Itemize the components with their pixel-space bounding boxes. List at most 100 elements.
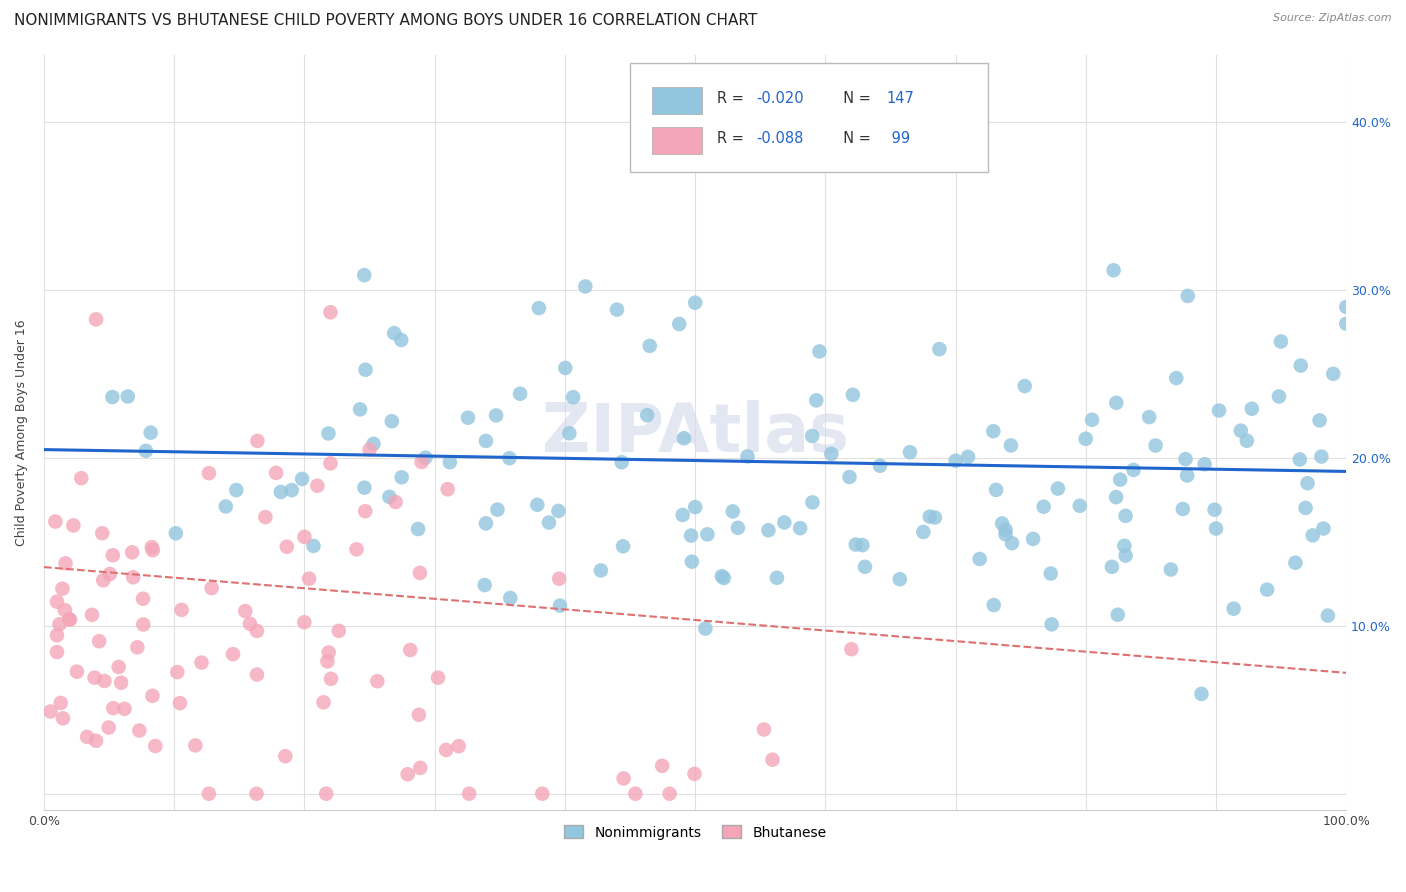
Point xyxy=(254,510,277,524)
Point xyxy=(98,567,121,582)
Point xyxy=(789,521,811,535)
Point xyxy=(1109,473,1132,487)
Point xyxy=(346,542,368,557)
Point xyxy=(319,305,342,319)
Point xyxy=(274,749,297,764)
Point xyxy=(49,696,72,710)
Point xyxy=(53,603,76,617)
Point xyxy=(170,603,193,617)
Point xyxy=(1166,371,1188,385)
Point xyxy=(981,424,1004,438)
Point xyxy=(924,510,946,524)
Point xyxy=(1295,500,1317,515)
Point xyxy=(80,607,103,622)
Point xyxy=(319,672,342,686)
Point xyxy=(683,500,706,514)
Point xyxy=(1144,438,1167,452)
Point xyxy=(1046,482,1069,496)
Point xyxy=(318,426,340,441)
Point xyxy=(215,500,238,514)
Point xyxy=(1069,499,1091,513)
Point xyxy=(354,504,377,518)
Point xyxy=(1194,457,1216,471)
Point xyxy=(409,761,432,775)
Point xyxy=(1105,490,1128,504)
FancyBboxPatch shape xyxy=(630,62,988,172)
Point xyxy=(681,555,703,569)
Point xyxy=(1171,502,1194,516)
Point xyxy=(127,640,149,655)
Point xyxy=(312,695,335,709)
Text: NONIMMIGRANTS VS BHUTANESE CHILD POVERTY AMONG BOYS UNDER 16 CORRELATION CHART: NONIMMIGRANTS VS BHUTANESE CHILD POVERTY… xyxy=(14,13,758,29)
Point xyxy=(808,344,831,359)
Point xyxy=(983,598,1005,612)
Point xyxy=(141,540,163,554)
Point xyxy=(1296,476,1319,491)
Point xyxy=(406,522,429,536)
Point xyxy=(302,539,325,553)
Point xyxy=(76,730,98,744)
Point xyxy=(139,425,162,440)
Point xyxy=(141,689,163,703)
Point xyxy=(1081,413,1104,427)
Point xyxy=(1222,601,1244,615)
Point xyxy=(761,753,783,767)
Point xyxy=(737,450,759,464)
Point xyxy=(363,437,385,451)
Point xyxy=(396,767,419,781)
Point xyxy=(66,665,89,679)
Point xyxy=(384,495,406,509)
Point xyxy=(918,509,941,524)
Text: 99: 99 xyxy=(887,131,910,145)
Point xyxy=(264,466,287,480)
Point xyxy=(328,624,350,638)
Point xyxy=(486,502,509,516)
Point xyxy=(132,617,155,632)
Point xyxy=(1268,389,1291,403)
Point xyxy=(758,523,780,537)
Point xyxy=(319,456,342,470)
Point xyxy=(531,787,554,801)
Point xyxy=(806,393,828,408)
Point xyxy=(853,559,876,574)
Point xyxy=(1122,463,1144,477)
Point xyxy=(509,386,531,401)
Point xyxy=(222,647,245,661)
Point xyxy=(898,445,921,459)
Point xyxy=(752,723,775,737)
Point xyxy=(246,434,269,448)
Point xyxy=(316,654,339,668)
Point xyxy=(589,563,612,577)
Point xyxy=(447,739,470,754)
Point xyxy=(190,656,212,670)
Point xyxy=(239,616,262,631)
Point xyxy=(1074,432,1097,446)
Point xyxy=(1230,424,1253,438)
Point xyxy=(773,516,796,530)
Point xyxy=(485,409,508,423)
Point xyxy=(1270,334,1292,349)
Point xyxy=(91,574,114,588)
Point xyxy=(409,566,432,580)
Point xyxy=(1040,617,1063,632)
Point xyxy=(1014,379,1036,393)
Point xyxy=(612,539,634,553)
Point xyxy=(668,317,690,331)
Point xyxy=(845,537,868,551)
Point xyxy=(526,498,548,512)
FancyBboxPatch shape xyxy=(652,128,702,154)
Point xyxy=(201,581,224,595)
Point xyxy=(135,443,157,458)
Point xyxy=(713,571,735,585)
Text: -0.088: -0.088 xyxy=(756,131,804,145)
Point xyxy=(353,481,375,495)
Point xyxy=(1191,687,1213,701)
Point xyxy=(851,538,873,552)
Point xyxy=(292,615,315,630)
Point xyxy=(1205,522,1227,536)
Point xyxy=(51,582,73,596)
Point xyxy=(801,495,824,509)
Point xyxy=(225,483,247,497)
Point xyxy=(1284,556,1306,570)
Point xyxy=(58,613,80,627)
